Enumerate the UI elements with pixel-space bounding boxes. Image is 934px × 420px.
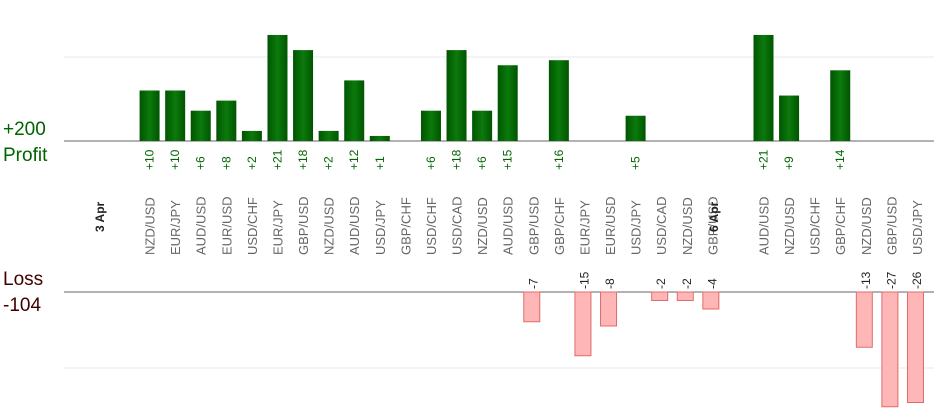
profit-value-label: +10	[143, 149, 157, 170]
pair-label: USD/JPY	[910, 200, 925, 255]
pair-label: AUD/USD	[347, 196, 362, 255]
profit-bar	[446, 50, 467, 141]
loss-total: -104	[3, 295, 42, 316]
date-label: 3 Apr	[93, 201, 107, 232]
loss-bar	[702, 291, 720, 310]
profit-value-label: +10	[168, 149, 182, 170]
loss-label: Loss	[3, 269, 44, 290]
profit-total: +200	[3, 119, 46, 140]
profit-value-label: +21	[270, 149, 284, 170]
profit-value-label: +21	[757, 149, 771, 170]
profit-value-label: +6	[424, 156, 438, 170]
profit-value-label: +8	[219, 156, 233, 170]
profit-bar	[344, 80, 365, 141]
profit-bar	[216, 100, 237, 141]
loss-value-label: -2	[680, 278, 694, 289]
loss-bar	[523, 291, 541, 323]
loss-value-label: -7	[526, 278, 540, 289]
pair-label: GBP/CHF	[552, 197, 567, 255]
profit-value-label: +6	[475, 156, 489, 170]
labels-layer: 3 Apr NZD/USD +10 EUR/JPY +10 AUD/USD +6 EUR/US…	[93, 149, 925, 289]
pair-label: USD/CAD	[450, 196, 465, 255]
profit-bar	[472, 110, 493, 141]
pair-label: GBP/CHF	[833, 197, 848, 255]
profit-value-label: +14	[833, 149, 847, 170]
pair-label: GBP/USD	[526, 196, 541, 255]
profit-bar	[753, 34, 774, 142]
pair-label: NZD/USD	[782, 197, 797, 255]
profit-label: Profit	[3, 145, 48, 166]
profit-bar	[190, 110, 211, 141]
profit-value-label: +2	[322, 156, 336, 170]
profit-value-label: +1	[373, 156, 387, 170]
profit-value-label: +15	[501, 149, 515, 170]
pair-label: EUR/USD	[219, 196, 234, 255]
profit-bar	[548, 60, 569, 142]
profit-value-label: +5	[629, 156, 643, 170]
loss-value-label: -13	[859, 271, 873, 289]
profit-value-label: +9	[782, 156, 796, 170]
pair-label: EUR/JPY	[168, 200, 183, 255]
loss-bar	[574, 291, 592, 357]
pair-label: USD/JPY	[373, 200, 388, 255]
pair-label: GBP/USD	[296, 196, 311, 255]
profit-bar	[830, 70, 851, 141]
profit-bar	[420, 110, 441, 141]
profit-value-label: +16	[552, 149, 566, 170]
profit-bar	[497, 65, 518, 141]
pair-label: GBP/USD	[705, 196, 720, 255]
loss-value-label: -4	[705, 278, 719, 289]
profit-bar	[369, 135, 390, 141]
pair-label: USD/JPY	[629, 200, 644, 255]
pair-label: AUD/USD	[194, 196, 209, 255]
loss-value-label: -2	[654, 278, 668, 289]
pair-label: EUR/JPY	[270, 200, 285, 255]
pair-label: AUD/USD	[501, 196, 516, 255]
pair-label: EUR/USD	[603, 196, 618, 255]
profit-bar	[318, 130, 339, 141]
date-label: 6 Apr	[707, 201, 721, 232]
profit-bar	[139, 90, 160, 141]
loss-bar	[651, 291, 669, 301]
loss-value-label: -27	[884, 271, 898, 289]
bars-layer	[139, 34, 924, 408]
loss-bar	[676, 291, 694, 301]
pair-label: GBP/CHF	[398, 197, 413, 255]
profit-value-label: +18	[450, 149, 464, 170]
pair-label: NZD/USD	[322, 197, 337, 255]
pair-label: NZD/USD	[143, 197, 158, 255]
loss-bar	[855, 291, 873, 348]
loss-value-label: -8	[603, 278, 617, 289]
loss-bar	[906, 291, 924, 403]
profit-value-label: +18	[296, 149, 310, 170]
loss-value-label: -26	[910, 271, 924, 289]
profit-bar	[267, 34, 288, 142]
pair-label: AUD/USD	[757, 196, 772, 255]
pair-label: USD/CHF	[424, 197, 439, 255]
pair-label: NZD/USD	[475, 197, 490, 255]
loss-value-label: -15	[577, 271, 591, 289]
loss-bar	[600, 291, 618, 327]
profit-bar	[165, 90, 186, 141]
profit-value-label: +2	[245, 156, 259, 170]
pair-label: USD/CHF	[245, 197, 260, 255]
pair-label: EUR/JPY	[577, 200, 592, 255]
pair-label: NZD/USD	[680, 197, 695, 255]
profit-bar	[241, 130, 262, 141]
profit-value-label: +12	[347, 149, 361, 170]
pair-label: NZD/USD	[859, 197, 874, 255]
pair-label: USD/CHF	[808, 197, 823, 255]
pair-label: USD/CAD	[654, 196, 669, 255]
profit-bar	[779, 95, 800, 141]
profit-value-label: +6	[194, 156, 208, 170]
profit-bar	[293, 50, 314, 141]
profit-bar	[625, 115, 646, 141]
loss-bar	[881, 291, 899, 408]
pair-label: GBP/USD	[884, 196, 899, 255]
